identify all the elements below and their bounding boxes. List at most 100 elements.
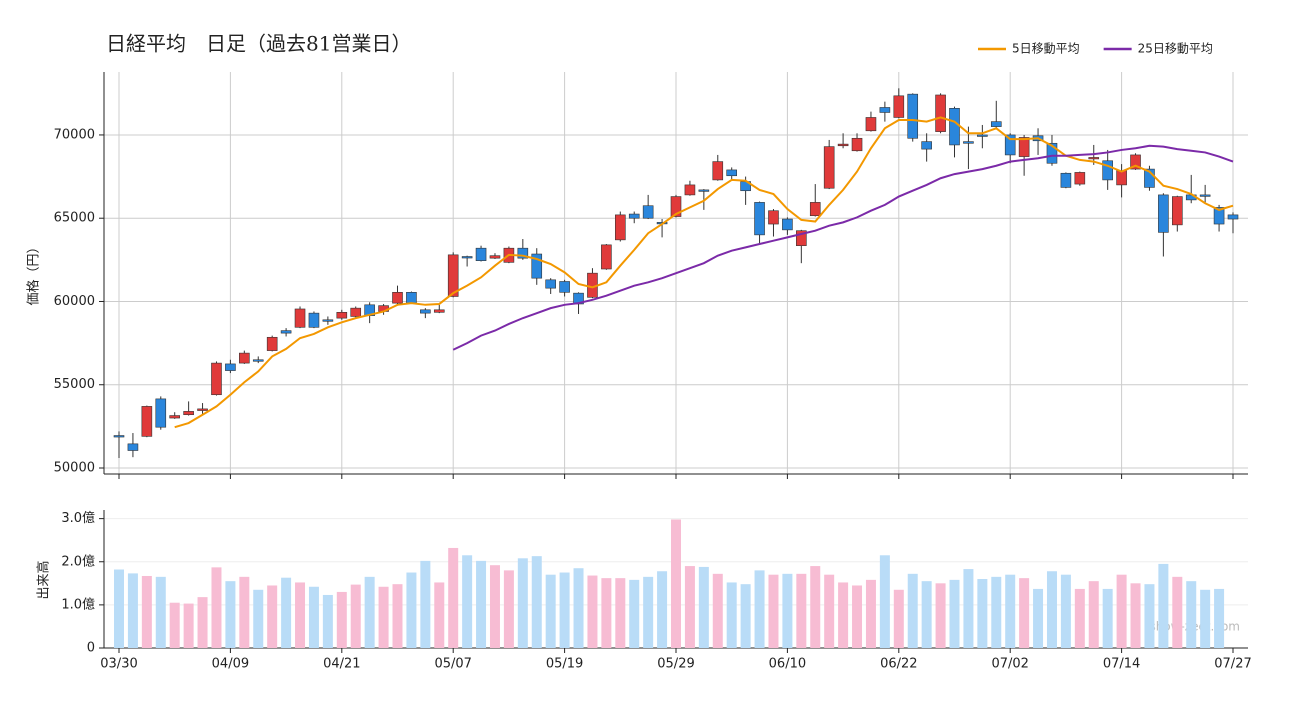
candle-body [1199,194,1211,197]
volume-bar [1130,583,1141,648]
candle-body [531,253,543,279]
volume-bar [267,585,278,648]
volume-bar [155,576,166,648]
candle-body [197,408,208,411]
volume-bar [1158,563,1169,648]
volume-bar [1074,588,1085,648]
volume-bar [657,571,668,648]
y-tick-label: 60000 [54,294,95,309]
volume-bar [587,575,598,648]
candle-body [1227,214,1239,220]
candle-body [879,107,891,113]
volume-bar [350,584,361,648]
candle-body [628,213,640,219]
candle-body [907,93,919,139]
candle-body [141,406,153,437]
volume-bar [796,573,807,648]
volume-bar [127,573,138,648]
volume-bar [1200,589,1211,648]
x-tick-label: 05/19 [546,657,583,672]
volume-bar [239,576,250,648]
volume-bar [949,579,960,648]
volume-bar [698,566,709,648]
candle-body [823,146,835,189]
candle-body [308,312,320,328]
volume-bar [1046,571,1057,648]
candle-body [406,292,417,304]
candle-body [322,319,334,322]
volume-bar [1186,581,1197,648]
y-tick-label: 2.0億 [61,553,95,569]
candle-body [935,94,946,132]
chart-title: 日経平均 日足（過去81営業日） [106,32,411,56]
candle-body [420,309,431,314]
candle-body [183,411,194,416]
candle-body [1172,196,1183,226]
volume-bar [963,569,974,648]
volume-bar [225,581,236,648]
volume-bar [322,594,333,648]
volume-bar [629,579,640,648]
volume-bar [726,582,737,648]
candle-body [392,292,403,304]
volume-bar [810,566,821,648]
volume-bar [462,555,473,648]
candle-body [837,143,849,147]
candle-body [1116,170,1127,186]
candle-body [990,121,1002,127]
volume-bar [406,572,417,648]
volume-bar [559,572,570,648]
candle-body [169,415,180,419]
candle-body [461,256,473,259]
legend-label: 5日移動平均 [1012,42,1080,56]
y-tick-label: 65000 [54,211,95,226]
candle-body [1004,134,1016,156]
candle-body [614,214,626,241]
candle-body [1060,172,1072,188]
volume-bar [991,576,1002,648]
volume-bar [1060,574,1071,648]
volume-bar [169,602,180,648]
candle-body [893,95,905,118]
candle-body [1046,142,1058,164]
volume-bar [601,578,612,648]
volume-bar [907,573,918,648]
volume-bar [308,586,319,648]
candle-body [809,202,821,217]
candle-body [768,210,779,225]
legend-label: 25日移動平均 [1138,42,1213,56]
y-tick-label: 1.0億 [61,596,95,612]
y-tick-label: 3.0億 [61,510,95,526]
candle-body [642,205,654,219]
volume-bar [740,584,751,648]
candle-body [127,443,139,451]
candle-body [1130,154,1141,170]
candle-body [517,247,529,259]
candle-body [1018,137,1030,157]
volume-bar [392,584,403,648]
ma-line [174,116,1234,429]
candle-body [782,218,793,231]
volume-bar [852,585,863,648]
volume-bar [517,558,528,648]
volume-bar [1144,584,1155,648]
candle-body [684,184,696,196]
volume-bar [531,556,542,648]
y-tick-label: 0 [87,641,95,656]
x-tick-label: 07/14 [1103,657,1140,672]
volume-bar [712,573,723,648]
volume-bar [1116,574,1127,648]
candle-body [963,141,974,144]
candle-body [252,359,264,362]
candle-body [545,279,556,289]
candle-body [155,398,167,428]
candle-body [239,352,250,364]
volume-bar [114,569,124,648]
candle-body [336,312,348,319]
volume-bar [295,582,306,648]
candle-body [921,141,932,150]
volume-bar [1214,588,1225,648]
volume-bar [879,555,890,648]
volume-bar [364,576,375,648]
candle-body [211,362,222,396]
